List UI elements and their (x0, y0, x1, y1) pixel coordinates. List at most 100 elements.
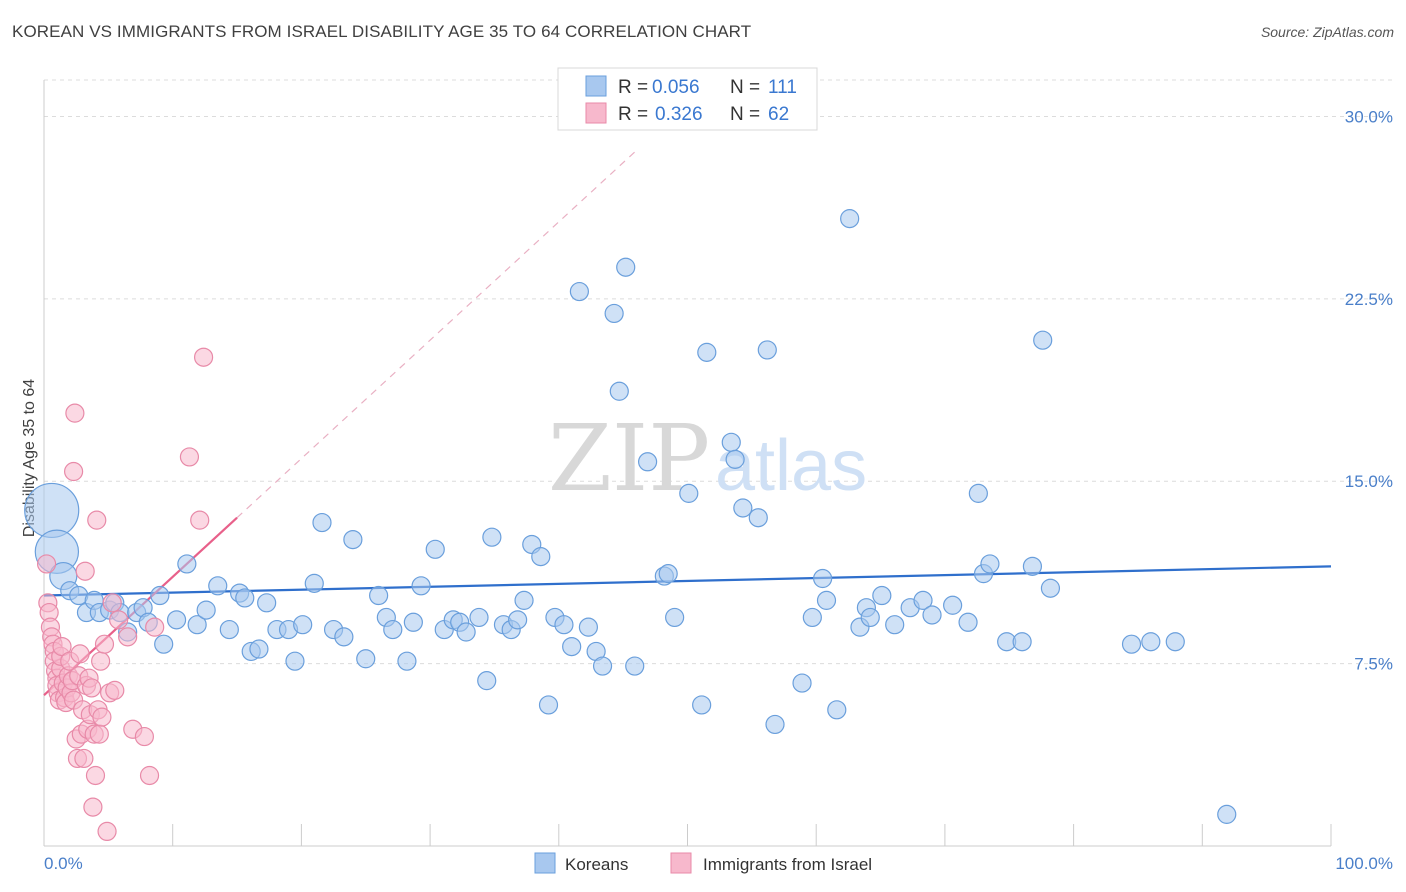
x-tick-label-min: 0.0% (44, 854, 83, 873)
koreans-point (592, 656, 613, 676)
koreans-point (1040, 578, 1061, 598)
koreans-point (187, 615, 207, 635)
legend-israel-r-label: R = (618, 104, 648, 125)
koreans-point (958, 612, 978, 632)
koreans-trend-line (43, 565, 1332, 597)
israel-point (118, 627, 138, 647)
legend-koreans-n-label: N = (730, 77, 760, 98)
koreans-point (802, 607, 822, 628)
y-tick-labels: 7.5% 15.0% 22.5% 30.0% (1345, 107, 1393, 673)
y-tick-label: 7.5% (1354, 655, 1393, 674)
koreans-point (604, 303, 624, 324)
koreans-point (166, 610, 187, 630)
koreans-point (1012, 632, 1032, 652)
israel-point (94, 634, 115, 654)
israel-point (134, 726, 154, 747)
koreans-point (569, 281, 589, 302)
koreans-point (425, 539, 445, 559)
koreans-point (208, 576, 228, 596)
koreans-point (1121, 634, 1142, 654)
koreans-point (235, 588, 255, 608)
israel-point (190, 510, 210, 530)
koreans-point (913, 590, 933, 610)
koreans-point (733, 498, 753, 518)
legend-israel-r-value: 0.326 (655, 104, 703, 125)
koreans-point (885, 615, 905, 635)
koreans-point (721, 432, 741, 452)
koreans-point (943, 595, 963, 615)
israel-point (87, 510, 107, 530)
legend-koreans-r-value: 0.056 (652, 77, 700, 98)
koreans-point (411, 576, 431, 596)
israel-point (70, 644, 90, 664)
israel-point (193, 347, 214, 367)
israel-point (105, 680, 125, 700)
koreans-point (968, 483, 988, 503)
israel-point (91, 651, 111, 671)
koreans-point (1217, 804, 1237, 824)
koreans-point (24, 482, 80, 539)
koreans-point (343, 529, 363, 550)
israel-point (75, 561, 95, 581)
top-legend: R = 0.056 N = 111 R = 0.326 N = 62 (557, 67, 818, 131)
koreans-point (757, 340, 777, 360)
koreans-point (508, 610, 528, 630)
bottom-legend-koreans-swatch (534, 852, 556, 874)
y-tick-label: 15.0% (1345, 472, 1393, 491)
israel-point (83, 797, 103, 817)
legend-koreans-swatch (585, 75, 607, 97)
koreans-point (922, 605, 942, 625)
koreans-point (679, 483, 699, 503)
israel-point (97, 821, 117, 842)
koreans-point (397, 651, 417, 671)
koreans-point (748, 508, 768, 528)
israel-point (89, 724, 109, 744)
koreans-point (638, 452, 658, 472)
chart-title: KOREAN VS IMMIGRANTS FROM ISRAEL DISABIL… (12, 22, 752, 41)
bottom-legend-koreans-label: Koreans (565, 855, 628, 874)
koreans-point (154, 634, 174, 654)
koreans-point (219, 619, 239, 640)
koreans-point (1022, 556, 1043, 576)
bottom-legend-israel-label: Immigrants from Israel (703, 855, 872, 874)
koreans-point (840, 209, 860, 229)
koreans-point (616, 257, 636, 277)
koreans-point (554, 615, 574, 635)
y-tick-label: 22.5% (1345, 290, 1393, 309)
koreans-point (827, 700, 847, 720)
koreans-point (692, 695, 712, 715)
koreans-point (1165, 632, 1185, 652)
koreans-point (872, 585, 892, 606)
gridlines (44, 79, 1392, 665)
koreans-point (665, 607, 685, 628)
legend-koreans-r-label: R = (618, 77, 648, 98)
koreans-point (816, 590, 837, 610)
x-tick-label-max: 100.0% (1335, 854, 1393, 873)
koreans-point (514, 590, 534, 610)
koreans-point (609, 381, 629, 401)
koreans-point (625, 656, 645, 676)
israel-point (64, 461, 84, 482)
koreans-point (477, 671, 497, 691)
koreans-point (792, 673, 812, 693)
israel-point (36, 554, 57, 574)
bottom-legend: Koreans Immigrants from Israel (534, 852, 872, 874)
israel-point (179, 447, 200, 467)
koreans-point (860, 607, 880, 628)
x-axis-ticks (43, 824, 1332, 846)
koreans-point (578, 617, 599, 637)
y-tick-label: 30.0% (1345, 107, 1393, 126)
koreans-point (356, 649, 376, 669)
koreans-point (482, 527, 502, 547)
koreans-point (196, 600, 216, 620)
koreans-point (1141, 632, 1161, 652)
koreans-point (531, 547, 551, 567)
koreans-point (293, 615, 313, 635)
koreans-point (658, 564, 678, 584)
legend-israel-swatch (585, 102, 607, 124)
koreans-point (285, 651, 305, 671)
koreans-point (538, 695, 559, 715)
legend-koreans-n-value: 111 (768, 77, 797, 98)
koreans-point (456, 622, 476, 642)
